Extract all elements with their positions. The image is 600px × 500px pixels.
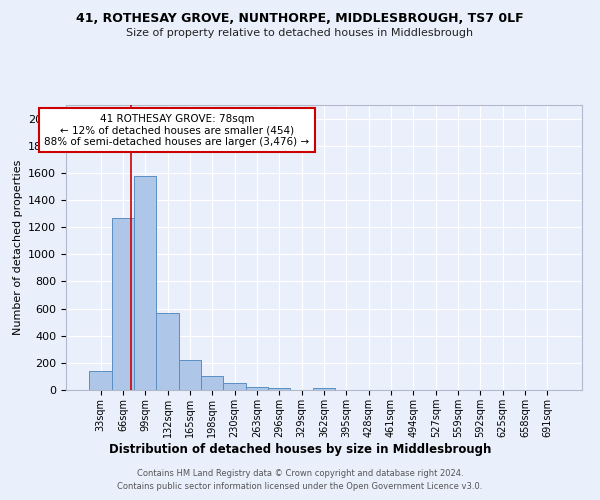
Bar	[112, 218, 134, 390]
Bar	[246, 386, 268, 390]
Text: 41, ROTHESAY GROVE, NUNTHORPE, MIDDLESBROUGH, TS7 0LF: 41, ROTHESAY GROVE, NUNTHORPE, MIDDLESBR…	[76, 12, 524, 26]
Bar	[201, 376, 223, 390]
Text: Contains public sector information licensed under the Open Government Licence v3: Contains public sector information licen…	[118, 482, 482, 491]
Y-axis label: Number of detached properties: Number of detached properties	[13, 160, 23, 335]
Bar	[134, 176, 157, 390]
Bar	[89, 371, 112, 390]
Bar	[223, 382, 246, 390]
Bar	[179, 360, 201, 390]
Bar	[157, 312, 179, 390]
Bar	[313, 388, 335, 390]
Bar	[268, 388, 290, 390]
Text: Contains HM Land Registry data © Crown copyright and database right 2024.: Contains HM Land Registry data © Crown c…	[137, 468, 463, 477]
Text: 41 ROTHESAY GROVE: 78sqm
← 12% of detached houses are smaller (454)
88% of semi-: 41 ROTHESAY GROVE: 78sqm ← 12% of detach…	[44, 114, 310, 147]
Text: Distribution of detached houses by size in Middlesbrough: Distribution of detached houses by size …	[109, 442, 491, 456]
Text: Size of property relative to detached houses in Middlesbrough: Size of property relative to detached ho…	[127, 28, 473, 38]
